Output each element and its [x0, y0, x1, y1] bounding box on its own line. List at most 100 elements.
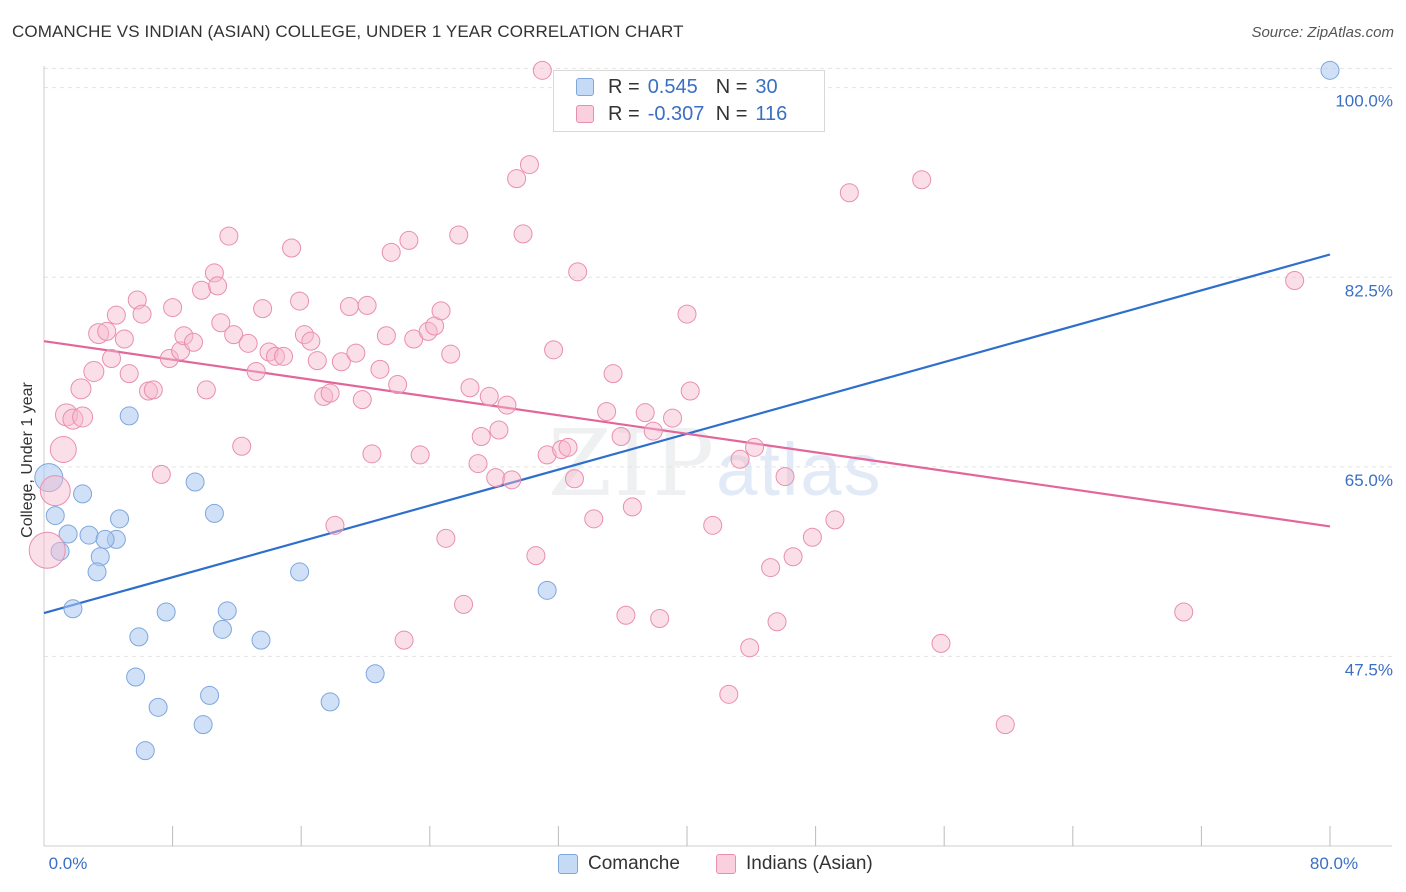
point-indians-asian [995, 715, 1015, 735]
point-comanche [95, 529, 115, 549]
point-indians-asian [253, 299, 273, 319]
point-indians-asian [352, 390, 372, 410]
point-indians-asian [489, 420, 509, 440]
y-tick-label: 65.0% [1345, 471, 1393, 490]
correlation-legend: R = 0.545 N = 30 R = -0.307 N = 116 [553, 70, 825, 132]
point-indians-asian [740, 638, 760, 658]
point-indians-asian [558, 437, 578, 457]
point-indians-asian [232, 436, 252, 456]
source-label: Source: ZipAtlas.com [1251, 24, 1394, 41]
point-indians-asian [246, 362, 266, 381]
point-indians-asian [274, 346, 294, 366]
point-indians-asian [174, 326, 194, 346]
point-indians-asian [49, 436, 77, 463]
x-tick-label: 0.0% [49, 854, 88, 873]
point-indians-asian [163, 298, 183, 318]
point-comanche [156, 602, 176, 622]
series-swatch-indians-asian [716, 854, 736, 874]
point-comanche [320, 692, 340, 712]
point-indians-asian [802, 527, 822, 547]
legend-swatch-indians-asian [576, 105, 594, 123]
point-indians-asian [151, 464, 171, 484]
point-indians-asian [370, 359, 390, 379]
y-tick-label: 82.5% [1345, 281, 1393, 300]
point-comanche [212, 619, 232, 639]
gridlines [44, 67, 1392, 657]
legend-r-value: -0.307 [647, 102, 705, 125]
series-label-indians-asian: Indians (Asian) [746, 853, 873, 874]
point-indians-asian [346, 343, 366, 363]
point-indians-asian [102, 349, 122, 368]
point-indians-asian [97, 321, 117, 341]
point-indians-asian [507, 169, 527, 189]
point-indians-asian [238, 333, 258, 353]
point-comanche [73, 484, 93, 504]
legend-n-value: 30 [755, 75, 778, 98]
point-indians-asian [28, 531, 66, 569]
point-indians-asian [616, 605, 636, 625]
point-indians-asian [357, 295, 377, 315]
point-indians-asian [730, 449, 750, 469]
point-indians-asian [526, 546, 546, 566]
point-indians-asian [431, 301, 451, 321]
point-indians-asian [719, 684, 739, 704]
point-comanche [290, 562, 310, 582]
series-legend-comanche[interactable]: Comanche [558, 852, 680, 876]
point-comanche [200, 685, 220, 705]
point-indians-asian [39, 475, 71, 507]
data-points [28, 60, 1340, 761]
point-comanche [45, 506, 65, 526]
point-indians-asian [441, 344, 461, 364]
point-indians-asian [513, 224, 533, 244]
point-indians-asian [597, 402, 617, 422]
point-indians-asian [211, 313, 231, 333]
point-indians-asian [643, 421, 663, 441]
point-indians-asian [497, 395, 517, 415]
legend-n-label: N = [715, 102, 748, 125]
point-comanche [1320, 60, 1340, 80]
point-indians-asian [132, 304, 152, 324]
point-comanche [204, 503, 224, 523]
point-indians-asian [224, 325, 244, 345]
point-indians-asian [449, 225, 469, 245]
point-indians-asian [394, 630, 414, 650]
point-indians-asian [564, 469, 584, 489]
point-indians-asian [703, 515, 723, 535]
point-comanche [217, 601, 237, 621]
point-indians-asian [418, 321, 438, 341]
point-indians-asian [537, 445, 557, 465]
point-comanche [251, 630, 271, 650]
point-indians-asian [331, 352, 351, 372]
point-indians-asian [471, 427, 491, 446]
point-comanche [365, 664, 385, 684]
point-indians-asian [519, 155, 539, 175]
point-indians-asian [325, 515, 345, 535]
point-indians-asian [1174, 602, 1194, 622]
point-indians-asian [454, 594, 474, 614]
point-indians-asian [767, 612, 787, 632]
point-indians-asian [83, 361, 105, 382]
legend-row-comanche: R = 0.545 N = 30 [576, 75, 778, 99]
point-indians-asian [381, 242, 401, 262]
series-label-comanche: Comanche [588, 853, 680, 874]
point-indians-asian [219, 226, 239, 246]
point-indians-asian [502, 470, 522, 490]
point-indians-asian [931, 633, 951, 653]
point-indians-asian [399, 230, 419, 250]
trend-line-indians-asian [43, 340, 1331, 528]
point-comanche [58, 524, 78, 544]
point-comanche [537, 580, 557, 600]
point-indians-asian [825, 510, 845, 530]
point-indians-asian [468, 454, 488, 474]
point-comanche [119, 406, 139, 426]
point-comanche [110, 509, 130, 529]
point-indians-asian [307, 351, 327, 371]
y-axis-label: College, Under 1 year [19, 382, 36, 538]
axes [43, 66, 1392, 847]
point-indians-asian [635, 403, 655, 423]
point-indians-asian [460, 378, 480, 398]
point-indians-asian [301, 331, 321, 351]
series-swatch-comanche [558, 854, 578, 874]
series-legend-indians-asian[interactable]: Indians (Asian) [716, 852, 873, 876]
point-indians-asian [119, 364, 139, 384]
